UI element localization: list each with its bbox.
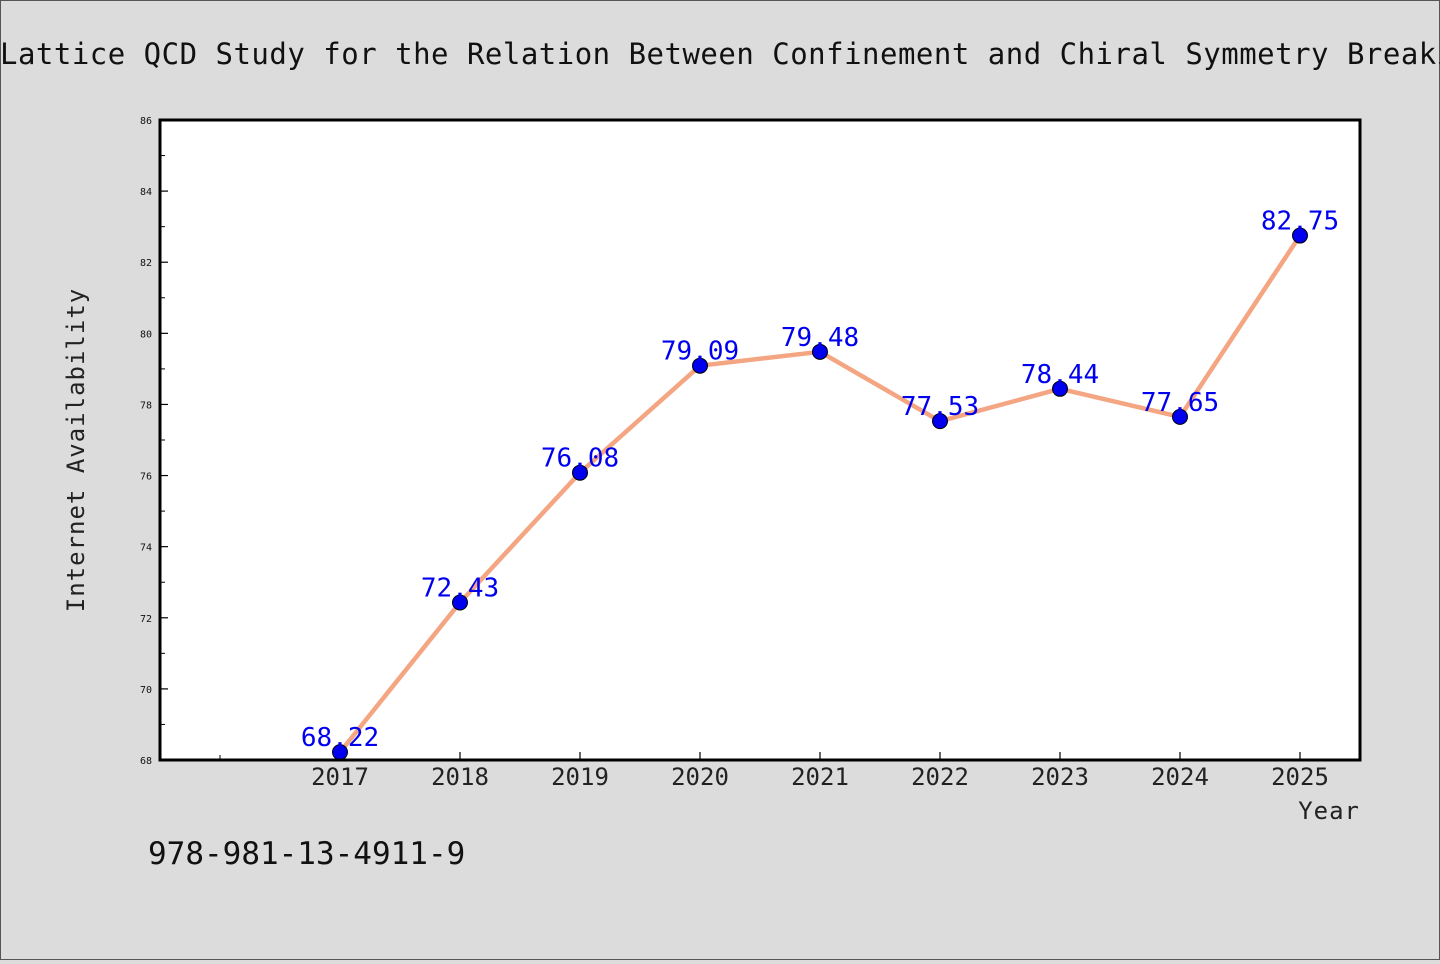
data-value-label: 77.65: [1141, 388, 1219, 418]
y-tick-label: 84: [140, 187, 152, 198]
data-point-marker: [812, 343, 828, 360]
x-tick-label: 2022: [911, 763, 969, 791]
data-value-label: 79.09: [661, 337, 739, 367]
data-series: [332, 227, 1308, 761]
x-axis: 2017 2018 2019 2020 2021 2022 2023 2024 2025: [219, 752, 1329, 791]
y-tick-label: 68: [140, 756, 152, 767]
x-axis-label: Year: [1298, 797, 1360, 825]
x-tick-label: 2018: [431, 763, 489, 791]
y-tick-label: 72: [140, 614, 152, 625]
data-point-marker: [452, 594, 468, 611]
y-tick-label: 76: [140, 472, 152, 483]
data-point-marker: [1172, 408, 1188, 425]
y-tick-label: 82: [140, 258, 152, 269]
x-tick-label: 2017: [311, 763, 369, 791]
data-value-label: 72.43: [421, 573, 499, 603]
x-tick-label: 2024: [1151, 763, 1209, 791]
x-tick-label: 2019: [551, 763, 609, 791]
data-point-marker: [1292, 227, 1308, 244]
plot-frame: [158, 118, 1362, 762]
x-tick-label: 2021: [791, 763, 849, 791]
data-point-marker: [692, 357, 708, 374]
y-tick-label: 80: [140, 329, 152, 340]
data-value-label: 76.08: [541, 444, 619, 474]
y-tick-label: 78: [140, 400, 152, 411]
data-point-marker: [932, 413, 948, 430]
data-value-label: 79.48: [781, 323, 859, 353]
data-value-label: 82.75: [1261, 207, 1339, 237]
chart-title: Lattice QCD Study for the Relation Betwe…: [0, 37, 1440, 71]
x-tick-label: 2020: [671, 763, 729, 791]
y-tick-label: 86: [140, 116, 152, 127]
y-axis-label: Internet Availability: [62, 288, 90, 612]
data-value-label: 78.44: [1021, 360, 1099, 390]
data-point-marker: [1052, 380, 1068, 397]
y-tick-label: 70: [140, 685, 152, 696]
data-value-label: 68.22: [301, 723, 379, 753]
plot-area: [160, 120, 1360, 760]
footer-code: 978-981-13-4911-9: [148, 836, 465, 872]
data-labels: 68.22 72.43 76.08 79.09 79.48 77.53 78.44 77.65…: [301, 207, 1339, 754]
data-value-label: 77.53: [901, 392, 979, 422]
x-tick-label: 2025: [1271, 763, 1329, 791]
y-tick-label: 74: [140, 543, 152, 554]
x-tick-label: 2023: [1031, 763, 1089, 791]
data-point-marker: [572, 464, 588, 481]
